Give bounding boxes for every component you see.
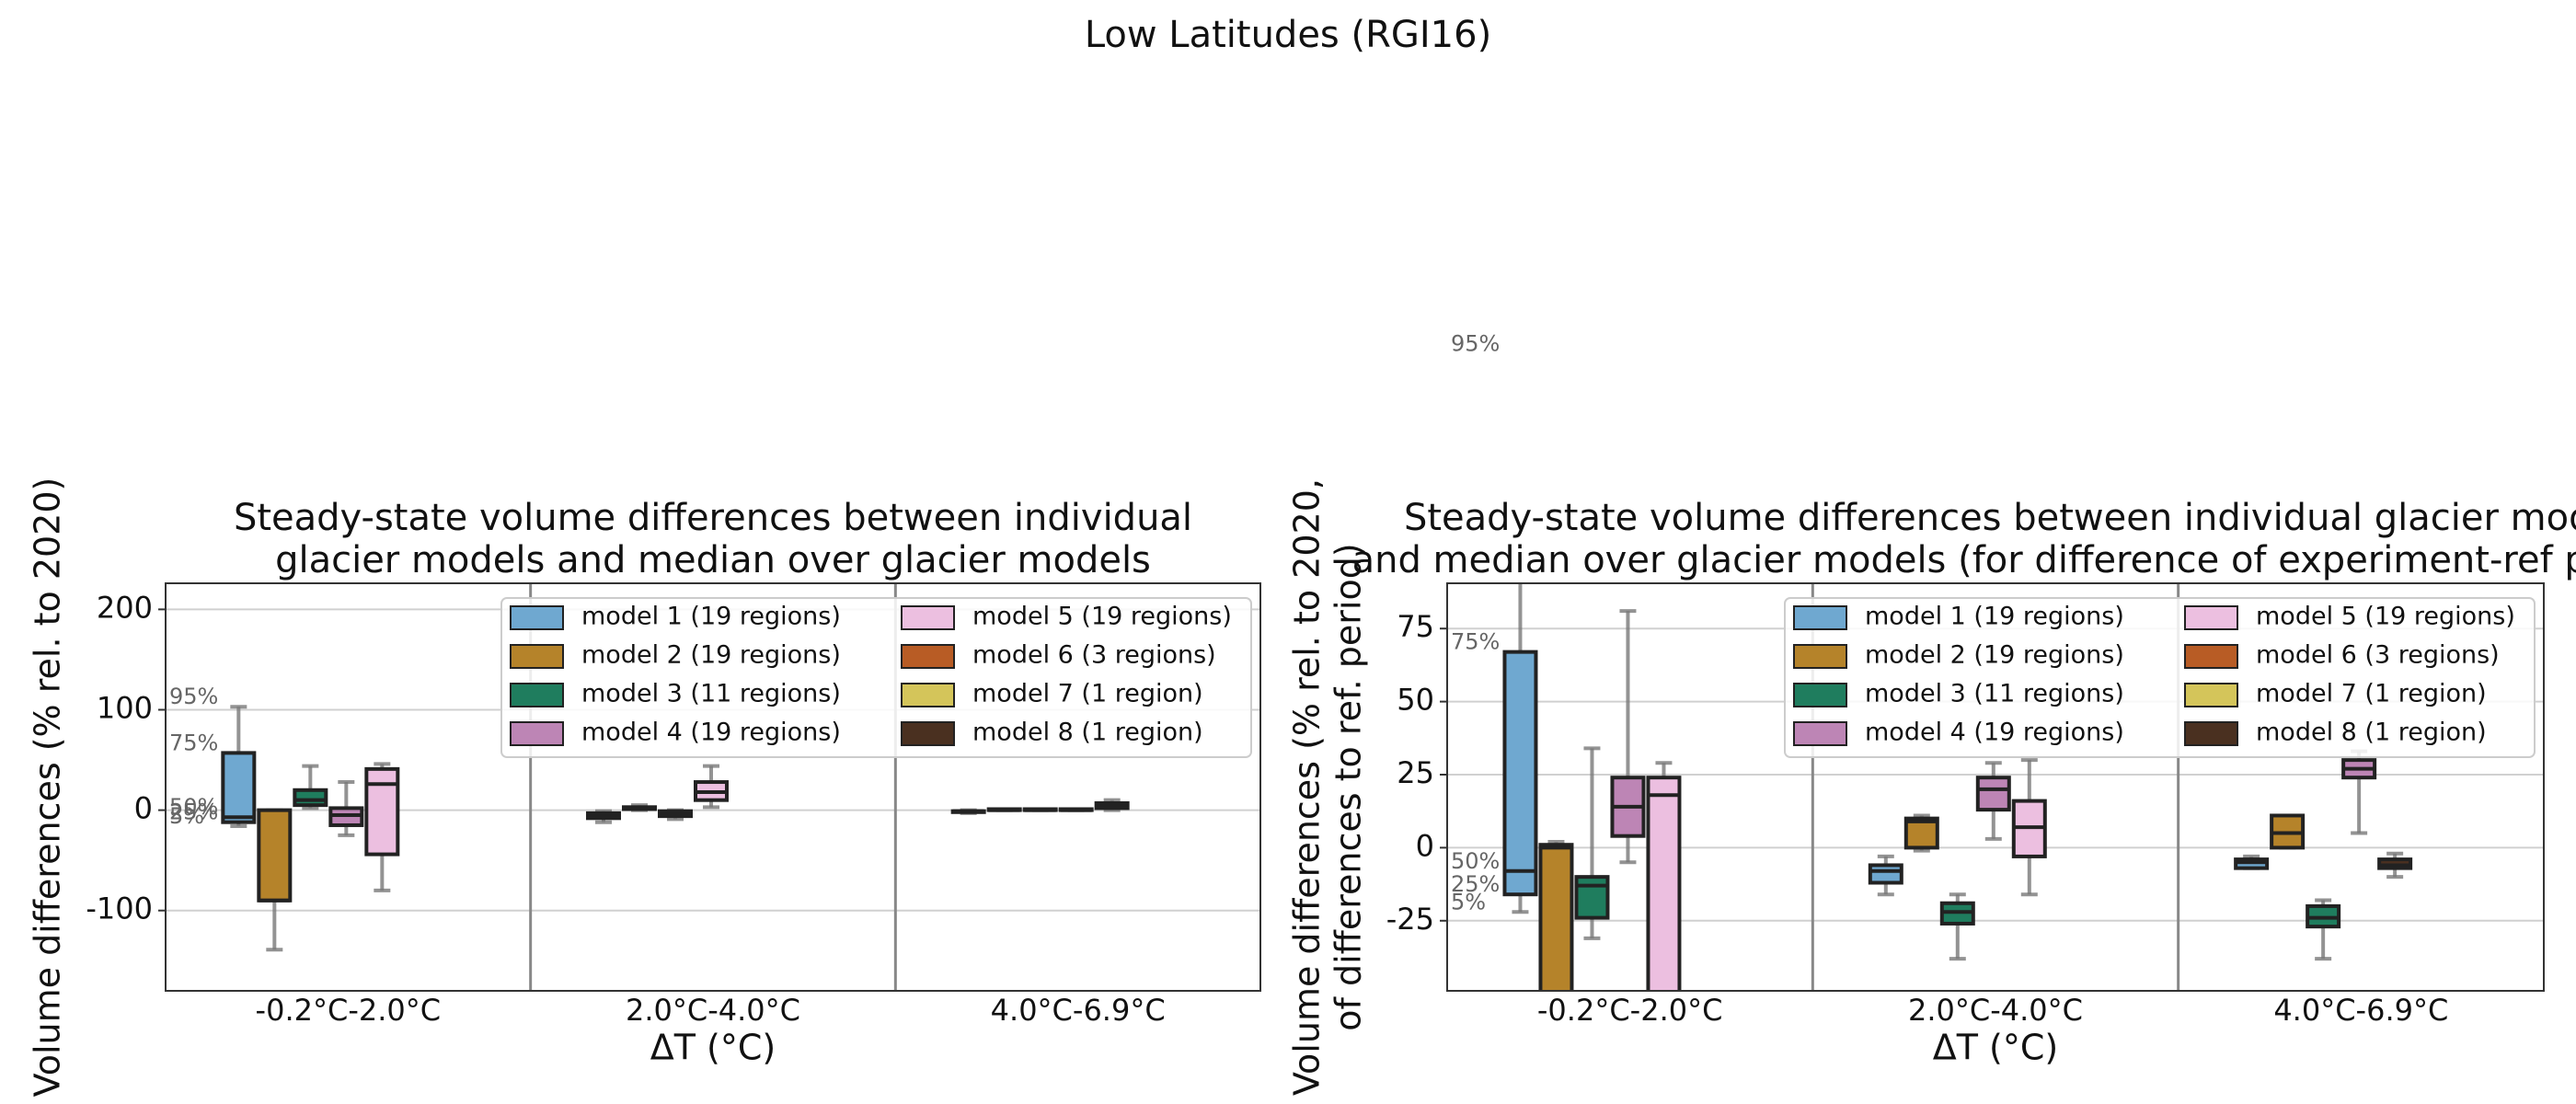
legend-label: model 7 (1 region): [2256, 680, 2487, 708]
x-axis-label: ΔT (°C): [650, 1028, 776, 1068]
x-tick-label: -0.2°C-2.0°C: [1537, 993, 1723, 1028]
legend-swatch: [510, 683, 564, 707]
y-tick-label: 75: [1397, 609, 1434, 644]
legend-swatch: [510, 721, 564, 746]
legend-box: [1784, 597, 2536, 758]
box: [1868, 863, 1903, 885]
legend-swatch: [1793, 644, 1847, 669]
box: [1502, 650, 1538, 897]
y-tick-label: 0: [134, 791, 153, 826]
box: [257, 808, 293, 903]
legend-label: model 1 (19 regions): [581, 603, 841, 631]
y-tick-label: -100: [86, 891, 153, 926]
legend-label: model 4 (19 regions): [581, 719, 841, 747]
legend-label: model 5 (19 regions): [2256, 603, 2515, 631]
legend-swatch: [901, 644, 955, 669]
legend-swatch: [2184, 644, 2238, 669]
legend-swatch: [901, 605, 955, 630]
x-axis-label: ΔT (°C): [1933, 1028, 2058, 1068]
legend-label: model 8 (1 region): [2256, 719, 2487, 747]
x-tick-label: 4.0°C-6.9°C: [2273, 993, 2448, 1028]
legend-swatch: [2184, 683, 2238, 707]
legend-label: model 7 (1 region): [972, 680, 1203, 708]
y-axis-label: Volume differences (% rel. to 2020): [28, 477, 68, 1098]
box: [1646, 776, 1682, 991]
box: [1538, 843, 1574, 991]
y-tick-label: 100: [97, 690, 153, 725]
legend-label: model 3 (11 regions): [1865, 680, 2124, 708]
legend-label: model 3 (11 regions): [581, 680, 841, 708]
legend-swatch: [1793, 605, 1847, 630]
boxes: [1502, 583, 2413, 991]
legend-swatch: [510, 644, 564, 669]
percentile-label: 75%: [1451, 629, 1500, 655]
axes-frame: [165, 582, 1261, 992]
legend-swatch: [901, 683, 955, 707]
y-tick-label: 50: [1397, 683, 1434, 718]
legend-label: model 4 (19 regions): [1865, 719, 2124, 747]
legend-label: model 2 (19 regions): [1865, 641, 2124, 670]
chart-title: Steady-state volume differences between …: [1404, 497, 2576, 539]
percentile-label: 50%: [169, 794, 218, 820]
percentile-label: 95%: [1451, 331, 1500, 357]
y-tick-label: 200: [97, 590, 153, 625]
x-tick-label: -0.2°C-2.0°C: [256, 993, 442, 1028]
box: [364, 766, 400, 857]
legend-swatch: [1793, 721, 1847, 746]
box: [293, 788, 328, 808]
legend-label: model 5 (19 regions): [972, 603, 1232, 631]
chart-title: Steady-state volume differences between …: [234, 497, 1192, 539]
percentile-label: 5%: [1451, 889, 1486, 914]
percentile-label: 25%: [1451, 871, 1500, 897]
y-tick-label: 0: [1416, 828, 1434, 863]
chart-title: and median over glacier models (for diff…: [1352, 539, 2576, 581]
suptitle: Low Latitudes (RGI16): [1085, 14, 1491, 56]
y-tick-label: -25: [1386, 902, 1434, 937]
percentile-label: 50%: [1451, 848, 1500, 874]
box: [1903, 816, 1939, 850]
box: [221, 751, 257, 824]
legend-label: model 6 (3 regions): [972, 641, 1216, 670]
y-axis-label: Volume differences (% rel. to 2020,: [1287, 478, 1328, 1096]
boxes: [221, 705, 1130, 952]
legend-label: model 2 (19 regions): [581, 641, 841, 670]
legend-label: model 6 (3 regions): [2256, 641, 2500, 670]
box: [1574, 875, 1610, 920]
percentile-label: 95%: [169, 684, 218, 709]
x-tick-label: 2.0°C-4.0°C: [626, 993, 800, 1028]
legend-swatch: [2184, 605, 2238, 630]
legend-label: model 8 (1 region): [972, 719, 1203, 747]
y-axis-label: of differences to ref. period): [1328, 543, 1369, 1030]
x-tick-label: 2.0°C-4.0°C: [1908, 993, 2083, 1028]
percentile-label: 5%: [169, 803, 204, 829]
legend-label: model 1 (19 regions): [1865, 603, 2124, 631]
legend-swatch: [510, 605, 564, 630]
chart-title: glacier models and median over glacier m…: [275, 539, 1151, 581]
legend-swatch: [1793, 683, 1847, 707]
y-tick-label: 25: [1397, 755, 1434, 790]
legend-swatch: [901, 721, 955, 746]
box: [1975, 776, 2011, 812]
legend-swatch: [2184, 721, 2238, 746]
axes-frame: [1446, 582, 2545, 992]
legend-box: [500, 597, 1252, 758]
x-tick-label: 4.0°C-6.9°C: [991, 993, 1166, 1028]
percentile-label: 25%: [169, 799, 218, 825]
percentile-label: 75%: [169, 730, 218, 755]
